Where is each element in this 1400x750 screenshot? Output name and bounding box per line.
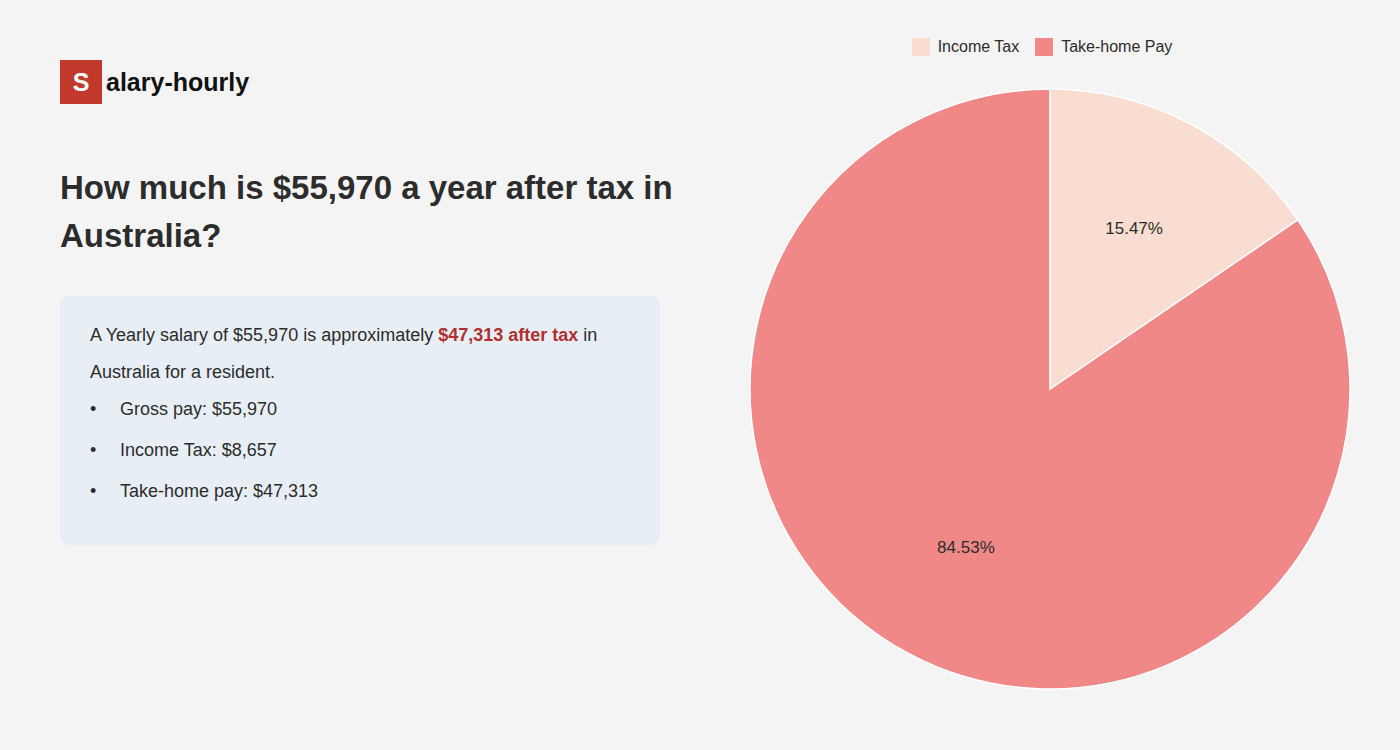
html-text:A Yearly salary of $55,970 is: A Yearly salary of $55,970 is approximat… bbox=[90, 324, 598, 345]
html-text:How much is $55,970 a year aft: How much is $55,970 a year after tax in … bbox=[60, 169, 673, 254]
html-text:Take-home Pay: Take-home Pay bbox=[1061, 37, 1173, 55]
html-text:Gross pay: $55,970: Gross pay: $55,970 bbox=[120, 398, 278, 419]
html-text:Australia for a resident.: Australia for a resident. bbox=[90, 361, 276, 382]
svg-text:15.47%: 15.47% bbox=[1105, 219, 1163, 238]
html-text:Take-home pay: $47,313: Take-home pay: $47,313 bbox=[120, 480, 319, 501]
svg-text:84.53%: 84.53% bbox=[937, 538, 995, 557]
html-text:Income Tax: Income Tax bbox=[937, 37, 1020, 55]
html-text:alary-hourly: alary-hourly bbox=[106, 67, 250, 96]
html-text:Income Tax: $8,657: Income Tax: $8,657 bbox=[120, 439, 277, 460]
html-text:S: S bbox=[72, 67, 90, 96]
